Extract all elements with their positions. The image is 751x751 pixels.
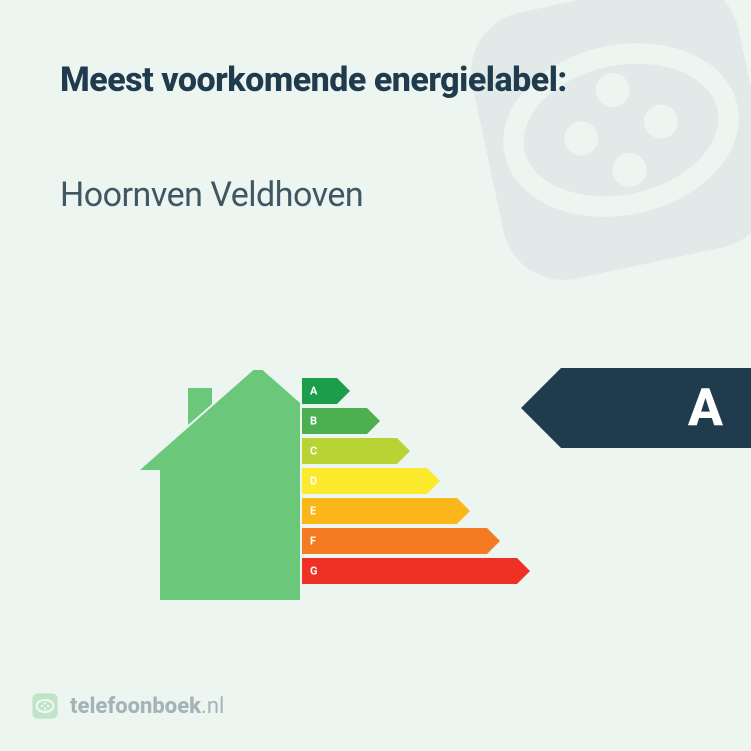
page-title: Meest voorkomende energielabel: — [60, 60, 567, 100]
energy-bar-label: G — [310, 565, 318, 578]
footer-logo-icon — [30, 691, 60, 721]
energy-bar-label: E — [310, 505, 316, 518]
result-value: A — [688, 378, 723, 439]
footer-brand: telefoonboek.nl — [70, 694, 224, 719]
energy-bar-label: F — [310, 535, 316, 548]
energy-bar-label: D — [310, 475, 317, 488]
footer-brand-bold: telefoonboek — [70, 694, 201, 719]
result-badge: A — [521, 368, 751, 448]
footer-brand-thin: .nl — [201, 694, 224, 719]
footer: telefoonboek.nl — [30, 691, 224, 721]
house-icon — [140, 370, 300, 600]
watermark-logo — [419, 0, 751, 332]
energy-bar-label: A — [310, 385, 317, 398]
energy-bar-label: C — [310, 445, 317, 458]
location-name: Hoornven Veldhoven — [60, 175, 363, 215]
energy-bar-label: B — [310, 415, 317, 428]
